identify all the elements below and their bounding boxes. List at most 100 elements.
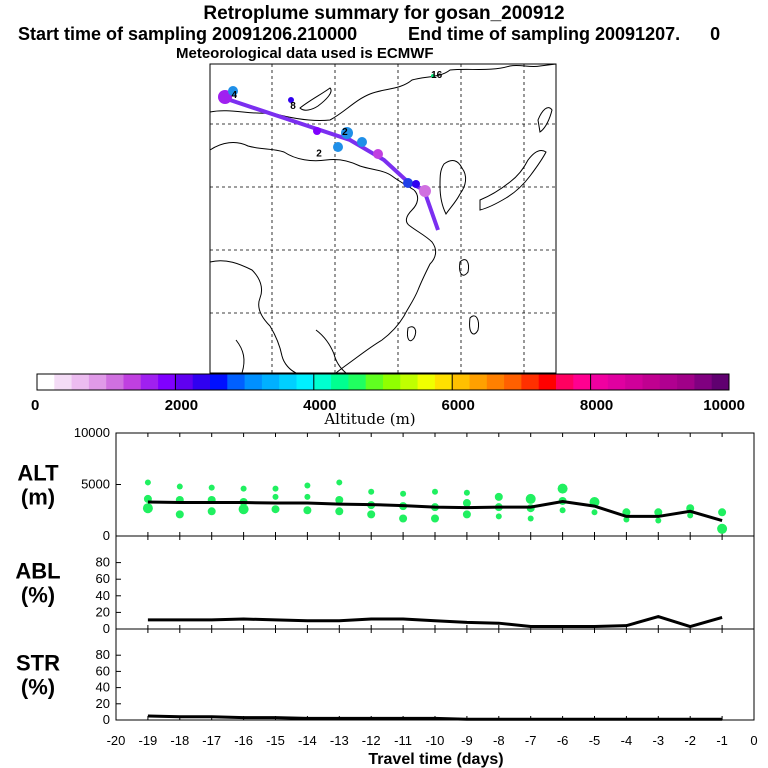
alt-marker [463, 489, 470, 496]
alt-marker [655, 517, 662, 524]
y-tick-label: 10000 [74, 425, 110, 440]
series-line-alt [147, 499, 723, 522]
map-label: 16 [431, 70, 443, 81]
colorbar-swatch [192, 374, 211, 390]
x-tick-label: -3 [653, 733, 665, 748]
y-tick-label: 40 [96, 680, 110, 695]
panel-ylabel: STR [16, 651, 60, 676]
colorbar-tick-label: 2000 [165, 397, 198, 414]
colorbar-swatch [71, 374, 90, 390]
colorbar-swatch [313, 374, 332, 390]
map-panel: 16 4 8 2 2 [209, 63, 557, 374]
colorbar-swatch [106, 374, 124, 390]
alt-marker [399, 514, 408, 523]
panel-yunit: (%) [21, 583, 55, 608]
alt-marker [304, 482, 311, 489]
panel-frame [115, 628, 755, 721]
colorbar-swatch [88, 374, 107, 390]
x-tick-label: -15 [266, 733, 285, 748]
map-frame [209, 63, 557, 374]
x-tick-label: -14 [298, 733, 317, 748]
alt-marker [240, 485, 247, 492]
alt-marker [525, 493, 536, 504]
series-line-abl [147, 614, 723, 629]
colorbar: 0 2000 4000 6000 8000 10000 Altitude (m) [31, 373, 745, 428]
colorbar-swatch [417, 374, 436, 390]
colorbar-swatch [210, 374, 228, 390]
colorbar-swatch [383, 374, 401, 390]
alt-marker [144, 479, 151, 486]
alt-marker [494, 492, 503, 501]
colorbar-swatch [400, 374, 419, 390]
plume-dot [419, 185, 431, 197]
colorbar-swatch [331, 374, 349, 390]
colorbar-swatch [452, 374, 470, 390]
alt-marker [272, 485, 279, 492]
plume-dot [431, 74, 435, 78]
colorbar-tick-label: 4000 [303, 397, 336, 414]
colorbar-swatch [158, 374, 176, 390]
plume-dot [333, 142, 343, 152]
trajectory-layer: 16 4 8 2 2 [218, 70, 443, 231]
colorbar-swatch [54, 374, 73, 390]
colorbar-swatch [348, 374, 367, 390]
y-tick-label: 20 [96, 604, 110, 619]
met-data-text: Meteorological data used is ECMWF [176, 45, 434, 62]
alt-marker [462, 510, 471, 519]
colorbar-swatch [140, 374, 159, 390]
colorbar-tick-label: 10000 [703, 397, 745, 414]
y-tick-label: 5000 [81, 477, 110, 492]
plume-dot [403, 178, 413, 188]
colorbar-swatch [694, 374, 713, 390]
colorbar-swatch [37, 374, 55, 390]
colorbar-tick-label: 6000 [442, 397, 475, 414]
alt-marker [238, 504, 249, 515]
x-tick-label: -5 [589, 733, 601, 748]
plume-dot [357, 137, 367, 147]
x-tick-label: -1 [716, 733, 728, 748]
y-tick-label: 20 [96, 696, 110, 711]
colorbar-swatch [244, 374, 263, 390]
colorbar-swatch [504, 374, 522, 390]
alt-marker [271, 505, 280, 514]
y-tick-label: 60 [96, 571, 110, 586]
alt-marker [654, 508, 663, 517]
panel-ylabel: ALT [17, 461, 59, 486]
map-label: 2 [316, 149, 322, 160]
x-tick-label: -4 [621, 733, 633, 748]
alt-marker [142, 503, 153, 514]
y-tick-label: 80 [96, 647, 110, 662]
panel-ylabel: ABL [15, 559, 60, 584]
y-tick-label: 60 [96, 663, 110, 678]
x-tick-label: -6 [557, 733, 569, 748]
alt-marker [495, 513, 502, 520]
y-tick-label: 0 [103, 528, 110, 543]
y-tick-label: 80 [96, 555, 110, 570]
end-time-text: End time of sampling 20091207. 0 [408, 24, 720, 45]
x-tick-label: -8 [493, 733, 505, 748]
y-tick-label: 0 [103, 621, 110, 636]
end-time-label: End time of sampling 20091207. [408, 24, 681, 44]
alt-marker [557, 483, 568, 494]
alt-marker [687, 512, 694, 519]
alt-marker [207, 507, 216, 516]
alt-marker [462, 499, 471, 508]
plume-dot [313, 127, 321, 135]
x-tick-label: -19 [139, 733, 158, 748]
colorbar-swatch [590, 374, 609, 390]
colorbar-swatch [434, 374, 453, 390]
colorbar-swatch [175, 374, 194, 390]
colorbar-swatch [556, 374, 574, 390]
colorbar-swatch [538, 374, 557, 390]
colorbar-swatch [521, 374, 540, 390]
colorbar-swatch [659, 374, 678, 390]
map-label: 4 [231, 90, 237, 101]
x-tick-label: -18 [170, 733, 189, 748]
colorbar-swatch [677, 374, 695, 390]
y-tick-label: 0 [103, 712, 110, 727]
x-tick-label: -9 [461, 733, 473, 748]
chart-title: Retroplume summary for gosan_200912 [203, 3, 565, 24]
